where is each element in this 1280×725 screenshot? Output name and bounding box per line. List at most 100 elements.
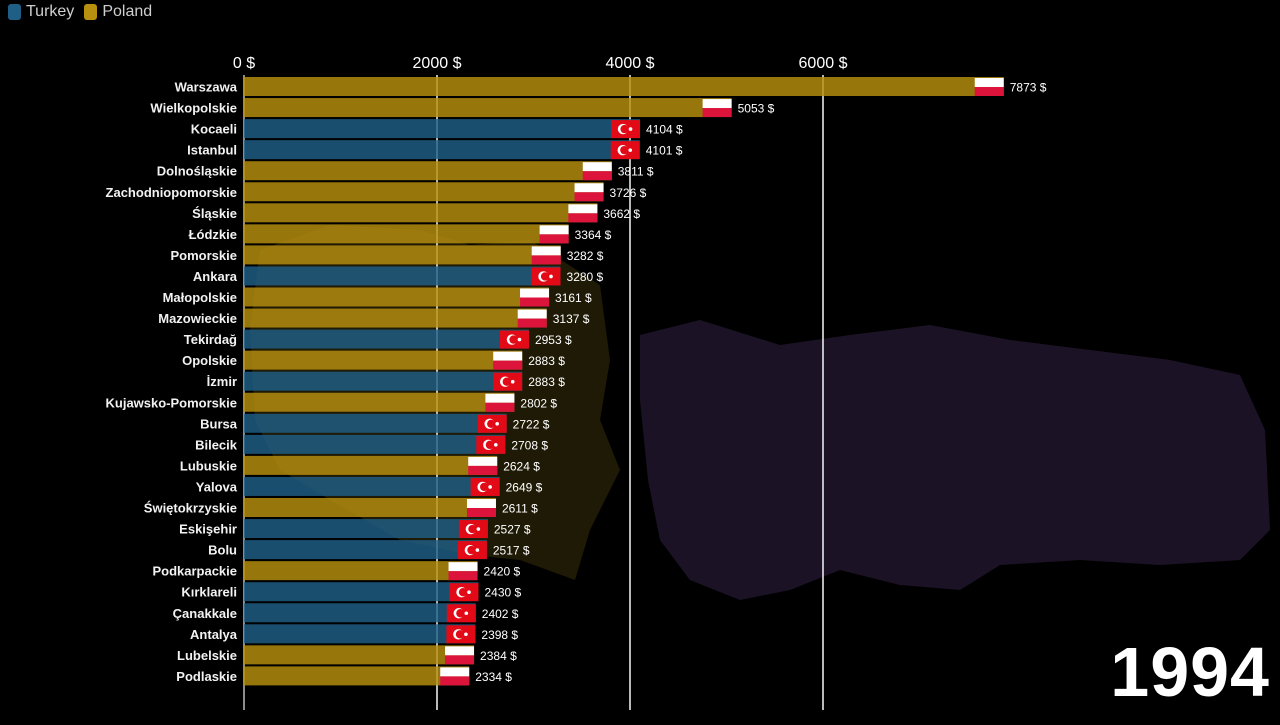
- flag-poland-top-dolnoslaskie: [582, 162, 612, 172]
- value-label-izmir: 2883 $: [528, 375, 565, 389]
- legend-item-turkey[interactable]: Turkey: [8, 3, 74, 21]
- legend-label-turkey: Turkey: [26, 3, 75, 20]
- flag-turkey-star-bolu: [475, 548, 480, 552]
- bar-mazowieckie: [244, 308, 547, 328]
- value-label-warszawa: 7873 $: [1010, 81, 1047, 95]
- legend-swatch-turkey: [8, 4, 21, 20]
- category-label-lubelskie: Lubelskie: [177, 648, 237, 663]
- flag-turkey-star-bilecik: [494, 443, 498, 447]
- x-tick-label-2000: 2000 $: [413, 55, 462, 72]
- flag-turkey-crescent-cut-kocaeli: [620, 124, 629, 134]
- value-label-bursa: 2722 $: [513, 417, 550, 431]
- flag-turkey-star-izmir: [510, 379, 515, 384]
- flag-poland-bottom-podlaskie: [440, 676, 470, 686]
- category-label-ma-opolskie: Małopolskie: [163, 290, 237, 305]
- value-label-lubuskie: 2624 $: [503, 459, 540, 473]
- flag-turkey-star-istanbul: [628, 148, 633, 152]
- bar-lubuskie: [244, 455, 498, 475]
- value-label-bilecik: 2708 $: [511, 438, 548, 452]
- flag-poland-top-podlaskie: [440, 667, 470, 677]
- flag-turkey-crescent-cut-tekirdag: [509, 335, 518, 344]
- flag-turkey-crescent-cut-yalova: [480, 482, 489, 492]
- flag-poland-bottom-swietokrzyskie: [466, 508, 496, 517]
- category-label-swietokrzyskie: Świętokrzyskie: [144, 501, 237, 516]
- value-label-podlaskie: 2334 $: [475, 670, 512, 684]
- value-label-ankara: 3280 $: [567, 270, 604, 284]
- value-label-kocaeli: 4104 $: [646, 123, 683, 137]
- flag-poland-bottom-wielkopolskie: [702, 108, 732, 118]
- category-label-tekirdag: Tekirdağ: [184, 332, 237, 347]
- value-label-swietokrzyskie: 2611 $: [502, 502, 538, 516]
- flag-turkey-star-ankara: [549, 274, 553, 279]
- flag-turkey-crescent-cut-bursa: [487, 419, 496, 428]
- value-label-yalova: 2649 $: [506, 480, 543, 494]
- value-label-slaskie: 3662 $: [603, 207, 640, 221]
- legend-item-poland[interactable]: Poland: [84, 3, 152, 21]
- category-label-podkarpackie: Podkarpackie: [152, 564, 237, 579]
- flag-poland-bottom-opolskie: [493, 360, 523, 370]
- value-label-bolu: 2517 $: [493, 544, 530, 558]
- category-label-mazowieckie: Mazowieckie: [158, 311, 237, 326]
- category-label-ankara: Ankara: [193, 269, 238, 284]
- category-label-istanbul: Istanbul: [187, 143, 237, 158]
- bar-ma-opolskie: [244, 287, 550, 307]
- flag-poland-top-odzkie: [539, 225, 569, 235]
- bar-pomorskie: [244, 245, 561, 265]
- value-label-wielkopolskie: 5053 $: [738, 102, 775, 116]
- value-label-k-rklareli: 2430 $: [484, 586, 521, 600]
- bar-dolnoslaskie: [244, 161, 612, 181]
- flag-turkey-star-kocaeli: [628, 127, 633, 131]
- flag-poland-bottom-ma-opolskie: [520, 297, 550, 307]
- flag-poland-bottom-kujawsko-pomorskie: [485, 402, 515, 412]
- category-label-kujawsko-pomorskie: Kujawsko-Pomorskie: [106, 395, 238, 410]
- bar-lubelskie: [244, 645, 475, 665]
- flag-poland-bottom-lubelskie: [445, 655, 475, 665]
- flag-poland-top-pomorskie: [531, 246, 561, 256]
- flag-poland-bottom-podkarpackie: [448, 571, 478, 581]
- flag-poland-bottom-mazowieckie: [517, 318, 547, 328]
- category-label-antalya: Antalya: [190, 627, 238, 642]
- value-label-podkarpackie: 2420 $: [484, 565, 521, 579]
- bar-bursa: [244, 413, 507, 433]
- flag-poland-bottom-dolnoslaskie: [582, 171, 612, 181]
- x-tick-label-0: 0 $: [233, 55, 255, 72]
- value-label-kujawsko-pomorskie: 2802 $: [520, 396, 557, 410]
- legend: Turkey Poland: [8, 3, 156, 21]
- bar-canakkale: [244, 603, 476, 623]
- flag-turkey-crescent-cut-izmir: [502, 377, 512, 386]
- bar-opolskie: [244, 350, 523, 370]
- flag-poland-top-lubuskie: [468, 456, 498, 466]
- flag-turkey-star-k-rklareli: [467, 590, 471, 594]
- flag-poland-bottom-lubuskie: [468, 465, 498, 475]
- flag-poland-bottom-zachodniopomorskie: [574, 192, 604, 202]
- flag-turkey-crescent-cut-istanbul: [620, 145, 629, 155]
- value-label-odzkie: 3364 $: [575, 228, 612, 242]
- bar-swietokrzyskie: [244, 498, 496, 517]
- bar-slaskie: [244, 203, 598, 223]
- flag-poland-top-kujawsko-pomorskie: [485, 393, 515, 403]
- flag-poland-top-opolskie: [493, 351, 523, 361]
- bar-k-rklareli: [244, 582, 479, 602]
- category-label-yalova: Yalova: [196, 479, 238, 494]
- category-label-kocaeli: Kocaeli: [191, 122, 237, 137]
- flag-poland-top-warszawa: [974, 78, 1004, 87]
- bar-yalova: [244, 476, 500, 496]
- flag-poland-top-slaskie: [568, 204, 598, 214]
- flag-turkey-crescent-cut-eskisehir: [468, 524, 477, 534]
- category-label-slaskie: Śląskie: [192, 206, 237, 221]
- category-label-lubuskie: Lubuskie: [180, 458, 237, 473]
- category-label-izmir: İzmir: [207, 374, 237, 389]
- bar-ankara: [244, 266, 561, 286]
- category-label-bolu: Bolu: [208, 543, 237, 558]
- value-label-zachodniopomorskie: 3726 $: [610, 186, 647, 200]
- flag-poland-top-mazowieckie: [517, 309, 547, 319]
- bar-bolu: [244, 540, 487, 560]
- flag-turkey-star-canakkale: [464, 611, 469, 616]
- value-label-ma-opolskie: 3161 $: [555, 291, 592, 305]
- year-label: 1994: [1110, 633, 1270, 711]
- flag-poland-top-swietokrzyskie: [466, 499, 496, 508]
- flag-poland-bottom-warszawa: [974, 87, 1004, 96]
- legend-swatch-poland: [84, 4, 98, 20]
